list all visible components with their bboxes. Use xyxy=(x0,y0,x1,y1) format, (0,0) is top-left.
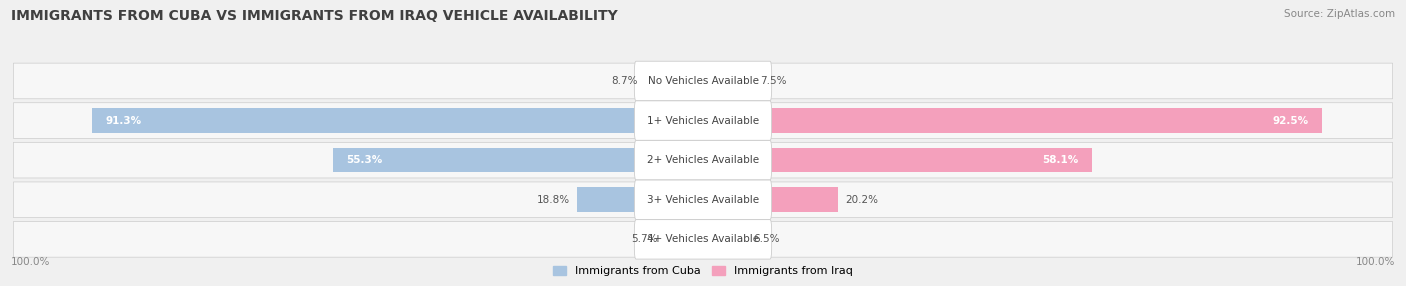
Text: 58.1%: 58.1% xyxy=(1042,155,1078,165)
FancyBboxPatch shape xyxy=(634,61,772,101)
Text: 6.5%: 6.5% xyxy=(754,234,780,244)
Bar xyxy=(703,188,838,212)
Text: 1+ Vehicles Available: 1+ Vehicles Available xyxy=(647,116,759,126)
FancyBboxPatch shape xyxy=(14,182,1392,218)
Bar xyxy=(703,148,1092,172)
Bar xyxy=(703,227,747,252)
Text: 100.0%: 100.0% xyxy=(11,257,51,267)
FancyBboxPatch shape xyxy=(634,101,772,140)
Text: 100.0%: 100.0% xyxy=(1355,257,1395,267)
FancyBboxPatch shape xyxy=(14,222,1392,257)
Text: 55.3%: 55.3% xyxy=(346,155,382,165)
FancyBboxPatch shape xyxy=(14,142,1392,178)
Text: 91.3%: 91.3% xyxy=(105,116,141,126)
Text: 7.5%: 7.5% xyxy=(759,76,786,86)
FancyBboxPatch shape xyxy=(14,103,1392,138)
Text: No Vehicles Available: No Vehicles Available xyxy=(648,76,758,86)
Bar xyxy=(333,148,703,172)
Text: 20.2%: 20.2% xyxy=(845,195,877,205)
Bar xyxy=(665,227,703,252)
Text: IMMIGRANTS FROM CUBA VS IMMIGRANTS FROM IRAQ VEHICLE AVAILABILITY: IMMIGRANTS FROM CUBA VS IMMIGRANTS FROM … xyxy=(11,9,619,23)
FancyBboxPatch shape xyxy=(634,220,772,259)
Text: 2+ Vehicles Available: 2+ Vehicles Available xyxy=(647,155,759,165)
Bar xyxy=(703,69,754,93)
Legend: Immigrants from Cuba, Immigrants from Iraq: Immigrants from Cuba, Immigrants from Ir… xyxy=(548,261,858,281)
Bar xyxy=(91,108,703,133)
FancyBboxPatch shape xyxy=(14,63,1392,99)
Text: 4+ Vehicles Available: 4+ Vehicles Available xyxy=(647,234,759,244)
Bar xyxy=(703,108,1322,133)
Text: 18.8%: 18.8% xyxy=(537,195,571,205)
Bar xyxy=(645,69,703,93)
FancyBboxPatch shape xyxy=(634,180,772,219)
Text: 5.7%: 5.7% xyxy=(631,234,658,244)
Text: 3+ Vehicles Available: 3+ Vehicles Available xyxy=(647,195,759,205)
Text: 92.5%: 92.5% xyxy=(1272,116,1309,126)
FancyBboxPatch shape xyxy=(634,140,772,180)
Text: Source: ZipAtlas.com: Source: ZipAtlas.com xyxy=(1284,9,1395,19)
Text: 8.7%: 8.7% xyxy=(612,76,638,86)
Bar xyxy=(576,188,703,212)
